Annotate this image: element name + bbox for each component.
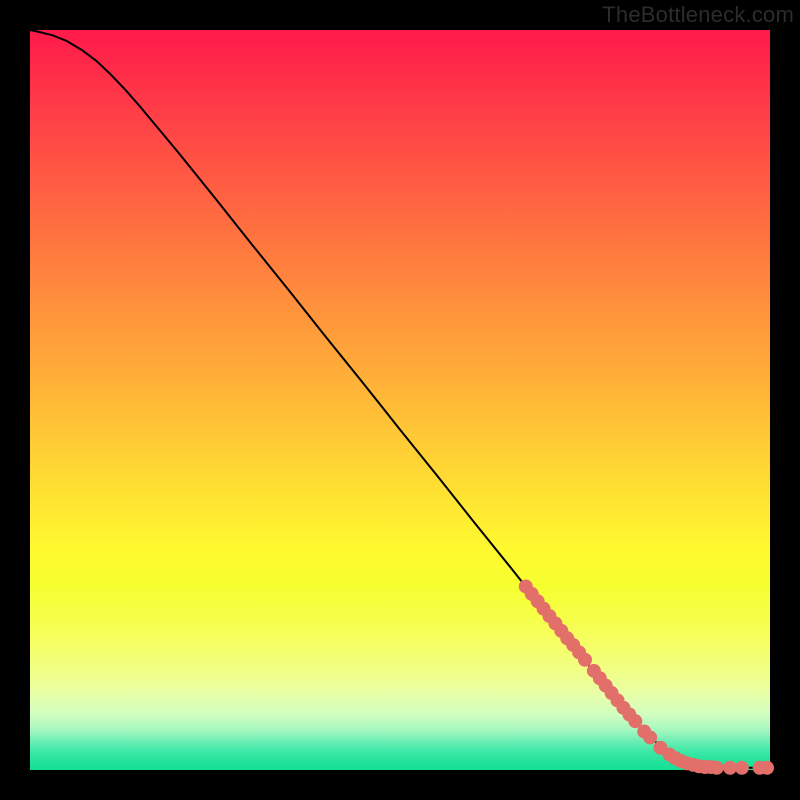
gradient-chart (0, 0, 800, 800)
data-marker (735, 761, 749, 775)
data-marker (710, 761, 724, 775)
chart-container: TheBottleneck.com (0, 0, 800, 800)
data-marker (643, 730, 657, 744)
data-marker (760, 761, 774, 775)
data-marker (578, 653, 592, 667)
plot-area (30, 30, 770, 770)
